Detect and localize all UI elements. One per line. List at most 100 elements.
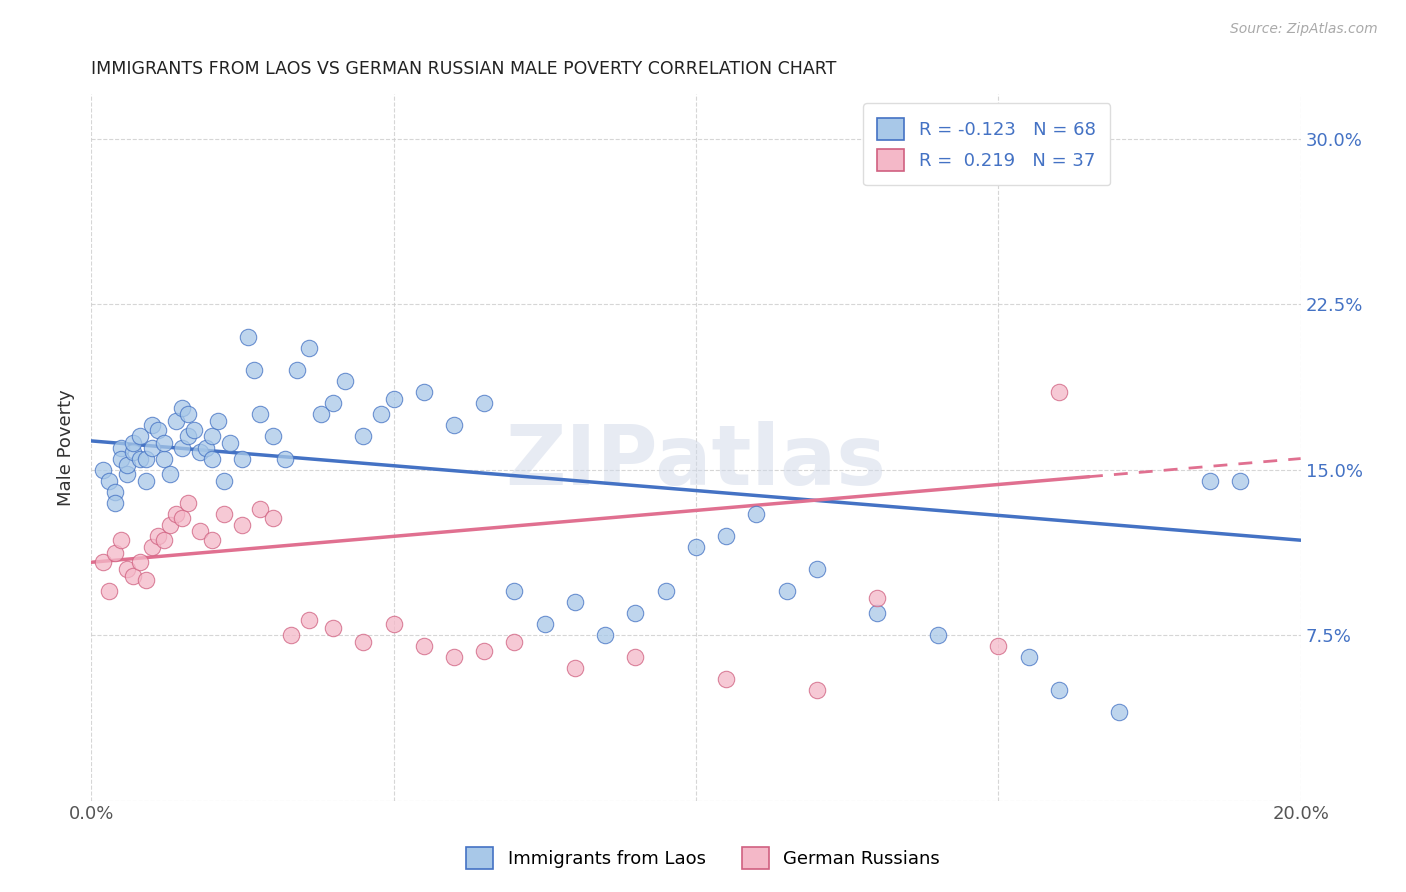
Point [443,418,465,433]
Point [243,363,266,377]
Point [927,628,949,642]
Point [503,634,526,648]
Point [443,650,465,665]
Y-axis label: Male Poverty: Male Poverty [58,389,75,506]
Point [183,423,205,437]
Point [122,445,145,459]
Point [1108,706,1130,720]
Point [262,429,284,443]
Point [370,408,392,422]
Point [866,591,889,605]
Point [503,584,526,599]
Point [135,573,157,587]
Point [128,451,150,466]
Point [685,540,707,554]
Point [207,414,229,428]
Point [333,374,356,388]
Point [322,396,344,410]
Point [128,429,150,443]
Point [152,533,174,548]
Point [212,474,235,488]
Text: ZIPatlas: ZIPatlas [505,421,886,502]
Point [352,429,374,443]
Point [412,639,434,653]
Point [624,650,647,665]
Point [987,639,1010,653]
Point [170,401,193,415]
Point [1199,474,1222,488]
Point [238,330,260,344]
Point [775,584,797,599]
Point [159,467,181,481]
Point [212,507,235,521]
Point [141,540,163,554]
Point [714,529,737,543]
Point [806,683,828,698]
Point [1018,650,1040,665]
Point [309,408,332,422]
Point [298,341,321,355]
Point [104,484,127,499]
Point [117,458,139,473]
Point [117,562,139,576]
Point [98,584,121,599]
Point [152,436,174,450]
Point [285,363,308,377]
Point [249,502,271,516]
Point [593,628,616,642]
Point [188,445,211,459]
Point [91,555,114,569]
Point [1047,683,1070,698]
Point [412,385,434,400]
Point [201,533,224,548]
Point [177,496,200,510]
Legend: R = -0.123   N = 68, R =  0.219   N = 37: R = -0.123 N = 68, R = 0.219 N = 37 [863,103,1111,186]
Point [472,643,495,657]
Point [170,441,193,455]
Point [533,617,555,632]
Point [745,507,768,521]
Legend: Immigrants from Laos, German Russians: Immigrants from Laos, German Russians [457,838,949,879]
Point [231,451,253,466]
Point [262,511,284,525]
Text: Source: ZipAtlas.com: Source: ZipAtlas.com [1230,22,1378,37]
Point [298,613,321,627]
Point [141,418,163,433]
Point [273,451,295,466]
Point [146,423,169,437]
Point [177,408,200,422]
Point [564,661,586,675]
Point [231,517,253,532]
Point [177,429,200,443]
Point [122,568,145,582]
Point [382,392,405,406]
Point [280,628,302,642]
Point [104,496,127,510]
Point [165,507,187,521]
Point [806,562,828,576]
Point [135,474,157,488]
Point [98,474,121,488]
Point [122,436,145,450]
Point [472,396,495,410]
Point [110,533,132,548]
Point [249,408,271,422]
Point [188,524,211,539]
Point [201,451,224,466]
Point [382,617,405,632]
Point [104,546,127,560]
Point [159,517,181,532]
Point [146,529,169,543]
Point [117,467,139,481]
Point [165,414,187,428]
Point [195,441,218,455]
Point [219,436,242,450]
Text: IMMIGRANTS FROM LAOS VS GERMAN RUSSIAN MALE POVERTY CORRELATION CHART: IMMIGRANTS FROM LAOS VS GERMAN RUSSIAN M… [91,60,837,78]
Point [1047,385,1070,400]
Point [201,429,224,443]
Point [152,451,174,466]
Point [1229,474,1251,488]
Point [110,441,132,455]
Point [170,511,193,525]
Point [91,462,114,476]
